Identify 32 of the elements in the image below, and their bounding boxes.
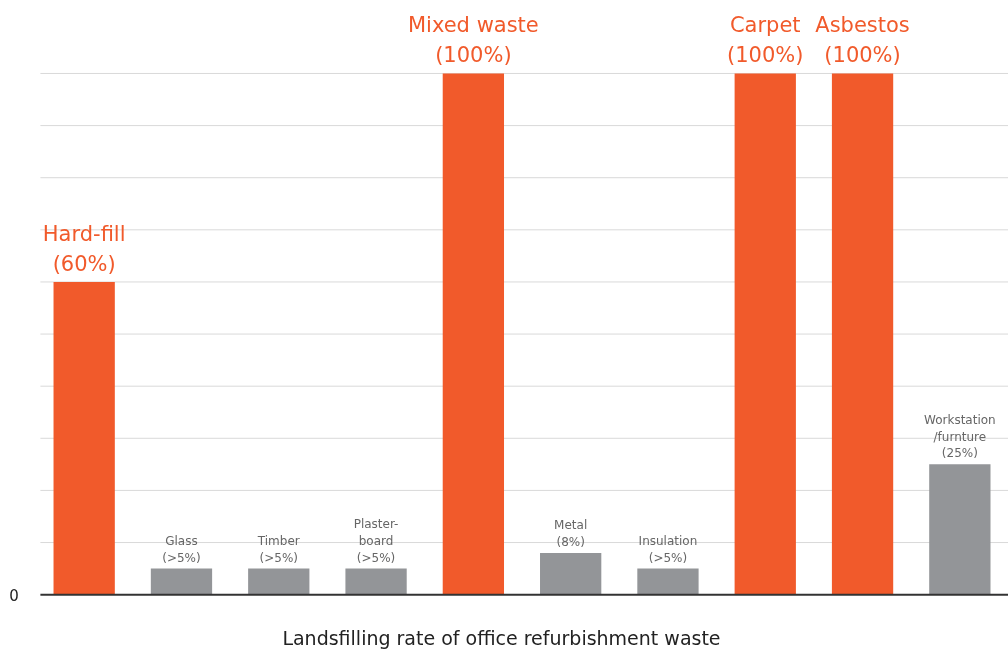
data-label: (25%)	[941, 446, 978, 461]
x-tick-label: Glass	[165, 533, 198, 548]
bar	[637, 568, 699, 595]
x-tick-label: Plaster- board	[353, 516, 399, 548]
bar	[345, 568, 407, 595]
bar	[248, 568, 310, 595]
x-tick-label: Mixed waste	[407, 13, 539, 38]
bar	[831, 73, 894, 595]
bar	[53, 281, 115, 595]
bar	[442, 73, 505, 595]
data-label: (100%)	[435, 43, 512, 68]
x-tick-label: Metal	[554, 518, 588, 533]
data-label: (8%)	[556, 534, 585, 549]
data-label: (100%)	[824, 43, 901, 68]
x-tick-label: Workstation /furnture	[924, 412, 996, 444]
data-label: (>5%)	[356, 550, 396, 565]
data-label: (>5%)	[259, 550, 299, 565]
data-label: (100%)	[727, 43, 804, 68]
x-tick-label: Carpet	[729, 13, 801, 38]
x-tick-label: Timber	[256, 533, 300, 548]
x-tick-label: Insulation	[638, 533, 698, 548]
data-label: (>5%)	[162, 550, 201, 565]
data-label: (60%)	[52, 251, 116, 276]
data-label: (>5%)	[648, 550, 688, 565]
bar	[929, 464, 991, 595]
x-tick-label: Hard-fill	[42, 221, 126, 246]
bar	[734, 73, 796, 595]
bar	[540, 552, 602, 595]
x-axis-title: Landsfilling rate of office refurbishment waste	[282, 626, 721, 649]
bar	[150, 568, 213, 595]
x-tick-label: Asbestos	[815, 13, 910, 38]
text: 0	[9, 586, 19, 605]
